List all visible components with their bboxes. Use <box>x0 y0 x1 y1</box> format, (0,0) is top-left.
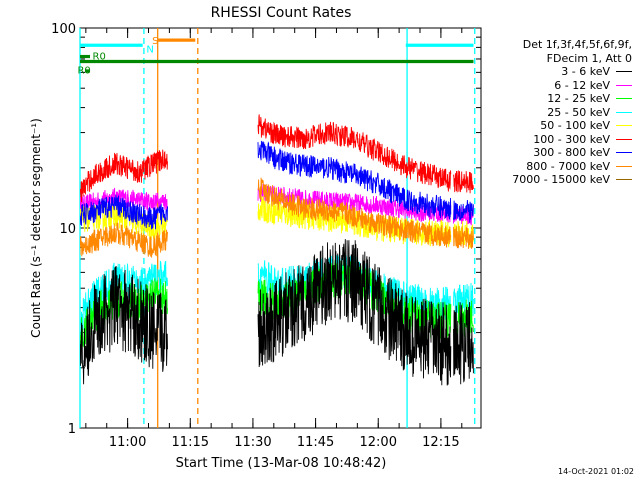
series-line <box>80 239 474 386</box>
series-line <box>80 140 474 230</box>
x-tick-label: 11:15 <box>172 435 209 450</box>
legend-header-2: FDecim 1, Att 0 <box>546 51 632 65</box>
x-tick-label: 12:15 <box>422 435 459 450</box>
legend-swatch <box>616 84 632 86</box>
legend-swatch <box>616 138 632 140</box>
legend-label: 300 - 800 keV <box>533 146 610 159</box>
legend-label: 12 - 25 keV <box>547 92 610 105</box>
x-axis-label: Start Time (13-Mar-08 10:48:42) <box>176 456 387 471</box>
footer-date: 14-Oct-2021 01:02 <box>558 467 634 476</box>
overlay-label: R0 <box>77 66 90 77</box>
legend-entry: 50 - 100 keV <box>482 119 632 133</box>
legend-entry: 3 - 6 keV <box>482 65 632 79</box>
legend-swatch <box>616 98 632 100</box>
legend-entry: 7000 - 15000 keV <box>482 173 632 187</box>
chart-title: RHESSI Count Rates <box>211 5 352 21</box>
legend-label: 7000 - 15000 keV <box>512 173 610 186</box>
legend-entry: 800 - 7000 keV <box>482 160 632 174</box>
legend-swatch <box>616 179 632 181</box>
legend-label: 3 - 6 keV <box>561 65 610 78</box>
legend-swatch <box>616 165 632 167</box>
legend-entry: 12 - 25 keV <box>482 92 632 106</box>
x-tick-label: 11:30 <box>234 435 271 450</box>
overlay-label: R0 <box>93 51 106 62</box>
y-axis-label: Count Rate (s⁻¹ detector segment⁻¹) <box>29 118 43 338</box>
overlay-label: S <box>152 36 158 47</box>
legend-header-1: Det 1f,3f,4f,5f,6f,9f, <box>522 38 632 51</box>
y-tick-label: 10 <box>59 222 76 237</box>
legend-entry: 300 - 800 keV <box>482 146 632 160</box>
legend-entry: 6 - 12 keV <box>482 79 632 93</box>
y-tick-label: 100 <box>51 22 76 37</box>
y-tick-label: 1 <box>68 422 76 437</box>
legend-entry: 100 - 300 keV <box>482 133 632 147</box>
x-tick-label: 11:45 <box>297 435 334 450</box>
legend-label: 50 - 100 keV <box>540 119 610 132</box>
x-tick-label: 12:00 <box>360 435 397 450</box>
legend-label: 800 - 7000 keV <box>526 159 610 173</box>
overlay-label: N <box>146 44 153 55</box>
x-tick-label: 11:00 <box>109 435 146 450</box>
legend: Det 1f,3f,4f,5f,6f,9f, FDecim 1, Att 0 3… <box>482 38 632 187</box>
plot-area: 1 10 100 11:00 11:15 11:30 11:45 12:00 12:15 NS R0… <box>51 22 482 450</box>
series-line <box>80 114 474 203</box>
legend-label: 25 - 50 keV <box>547 105 610 119</box>
legend-swatch <box>616 71 632 73</box>
legend-label: 100 - 300 keV <box>533 132 610 146</box>
legend-label: 6 - 12 keV <box>554 78 610 92</box>
legend-swatch <box>616 111 632 113</box>
legend-swatch <box>616 125 632 127</box>
legend-swatch <box>616 152 632 154</box>
legend-entry: 25 - 50 keV <box>482 106 632 120</box>
series-line <box>80 177 474 258</box>
